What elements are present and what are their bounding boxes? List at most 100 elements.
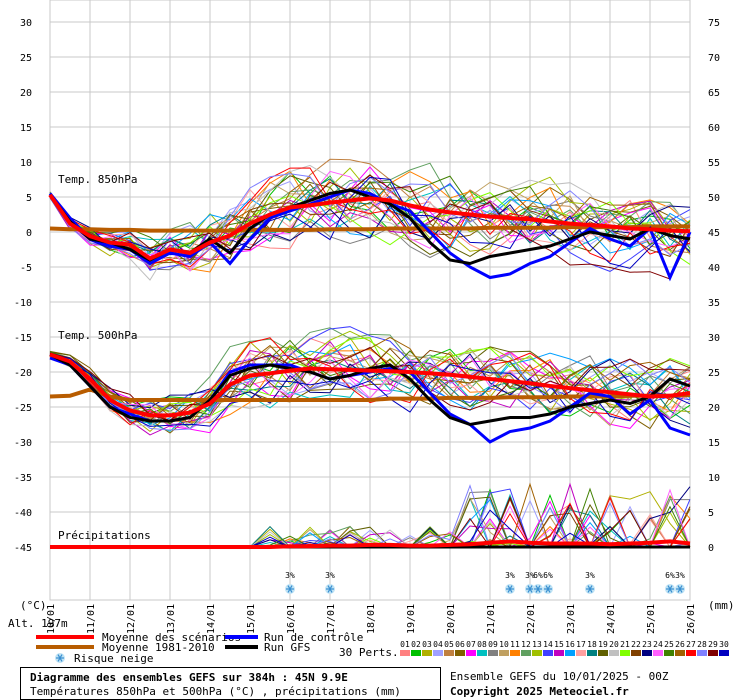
- left-tick-label: 10: [20, 158, 32, 169]
- footer-copyright: Copyright 2025 Meteociel.fr: [450, 685, 629, 698]
- footer-title-box: Diagramme des ensembles GEFS sur 384h : …: [20, 667, 441, 700]
- series-gfs-t500: [49, 353, 691, 427]
- snowflake-icon: [55, 653, 65, 663]
- pert-swatch: [554, 650, 564, 656]
- pert-swatch: [565, 650, 575, 656]
- perturbation-legend: 01 02 03 04 05 06 07 08 09 10 11 12 13 14 15 16 17 18 19 20…: [400, 640, 729, 656]
- pert-swatch: [521, 650, 531, 656]
- left-tick-label: -5: [20, 263, 32, 274]
- left-tick-label: -45: [14, 543, 32, 554]
- pert-swatch: [675, 650, 685, 656]
- series-mean-t500: [49, 352, 691, 418]
- snow-pct-label: 3%: [675, 571, 685, 580]
- right-tick-label: 65: [708, 88, 720, 99]
- perts-label: 30 Perts.: [339, 646, 399, 659]
- left-tick-label: -15: [14, 333, 32, 344]
- x-date-label: 26/01: [686, 604, 697, 634]
- pert-id-label: 03: [422, 640, 432, 649]
- legend-snow-label: Risque neige: [74, 652, 153, 665]
- left-tick-label: 15: [20, 123, 32, 134]
- snow-pct-label: 3%: [505, 571, 515, 580]
- pert-id-label: 14: [543, 640, 553, 649]
- right-tick-label: 75: [708, 18, 720, 29]
- pert-id-label: 06: [455, 640, 465, 649]
- pert-id-label: 20: [609, 640, 619, 649]
- pert-id-label: 13: [532, 640, 542, 649]
- pert-line-500: [49, 353, 691, 428]
- pert-swatch: [455, 650, 465, 656]
- pert-line-850: [49, 174, 691, 280]
- pert-swatch: [543, 650, 553, 656]
- pert-id-label: 29: [708, 640, 718, 649]
- left-axis: 30 25 20 15 10 5 0 -5 -10 -15 -20 -25 -30 -35 -40 -45: [14, 18, 32, 554]
- right-tick-label: 40: [708, 263, 720, 274]
- pert-line-850: [49, 167, 691, 268]
- pert-id-label: 09: [488, 640, 498, 649]
- snowflake-icon: [675, 584, 685, 594]
- pert-id-label: 15: [554, 640, 564, 649]
- x-date-label: 16/01: [286, 604, 297, 634]
- pert-line-500: [49, 336, 691, 424]
- pert-id-label: 17: [576, 640, 586, 649]
- pert-id-label: 26: [675, 640, 685, 649]
- right-tick-label: 70: [708, 53, 720, 64]
- panel-label-t850: Temp. 850hPa: [58, 173, 137, 186]
- x-date-label: 13/01: [166, 604, 177, 634]
- legend-control-label: Run de contrôle: [264, 631, 363, 644]
- right-tick-label: 30: [708, 333, 720, 344]
- left-tick-label: 5: [26, 193, 32, 204]
- pert-line-850: [49, 184, 691, 251]
- x-date-label: 14/01: [206, 604, 217, 634]
- pert-id-label: 12: [521, 640, 531, 649]
- left-tick-label: -30: [14, 438, 32, 449]
- snow-pct-label: 6%: [665, 571, 675, 580]
- pert-swatch: [532, 650, 542, 656]
- right-tick-label: 55: [708, 158, 720, 169]
- pert-id-label: 30: [719, 640, 729, 649]
- pert-id-label: 27: [686, 640, 696, 649]
- legend-clim-label: Moyenne 1981-2010: [102, 641, 215, 654]
- pert-id-label: 16: [565, 640, 575, 649]
- pert-id-label: 05: [444, 640, 454, 649]
- pert-swatch: [400, 650, 410, 656]
- right-tick-label: 20: [708, 403, 720, 414]
- pert-swatch: [510, 650, 520, 656]
- left-unit-label: (°C): [20, 599, 47, 612]
- pert-swatch: [719, 650, 729, 656]
- pert-swatch: [477, 650, 487, 656]
- pert-swatch: [587, 650, 597, 656]
- pert-swatch: [499, 650, 509, 656]
- legend-gfs-label: Run GFS: [264, 641, 310, 654]
- pert-line-850: [49, 164, 691, 281]
- snow-pct-label: 3%: [585, 571, 595, 580]
- snow-pct-label: 6%: [543, 571, 553, 580]
- pert-id-label: 07: [466, 640, 476, 649]
- snow-risk-markers: 3% 3% 3% 3%6% 6% 3% 6% 3%: [285, 571, 685, 594]
- pert-id-label: 01: [400, 640, 410, 649]
- pert-swatch: [433, 650, 443, 656]
- left-tick-label: -25: [14, 403, 32, 414]
- left-tick-label: 0: [26, 228, 32, 239]
- left-tick-label: 20: [20, 88, 32, 99]
- pert-swatch: [422, 650, 432, 656]
- snowflake-icon: [543, 584, 553, 594]
- pert-id-label: 18: [587, 640, 597, 649]
- right-tick-label: 35: [708, 298, 720, 309]
- snow-pct-label: 3%: [525, 571, 535, 580]
- grid: [49, 0, 691, 601]
- x-date-label: 10/01: [46, 604, 57, 634]
- right-tick-label: 15: [708, 438, 720, 449]
- pert-swatch: [708, 650, 718, 656]
- pert-swatch: [598, 650, 608, 656]
- pert-id-label: 19: [598, 640, 608, 649]
- right-tick-label: 0: [708, 543, 714, 554]
- pert-id-label: 11: [510, 640, 520, 649]
- x-date-label: 21/01: [486, 604, 497, 634]
- right-tick-label: 10: [708, 473, 720, 484]
- right-tick-label: 25: [708, 368, 720, 379]
- right-tick-label: 5: [708, 508, 714, 519]
- pert-id-label: 24: [653, 640, 663, 649]
- snow-pct-label: 3%: [325, 571, 335, 580]
- pert-id-label: 10: [499, 640, 509, 649]
